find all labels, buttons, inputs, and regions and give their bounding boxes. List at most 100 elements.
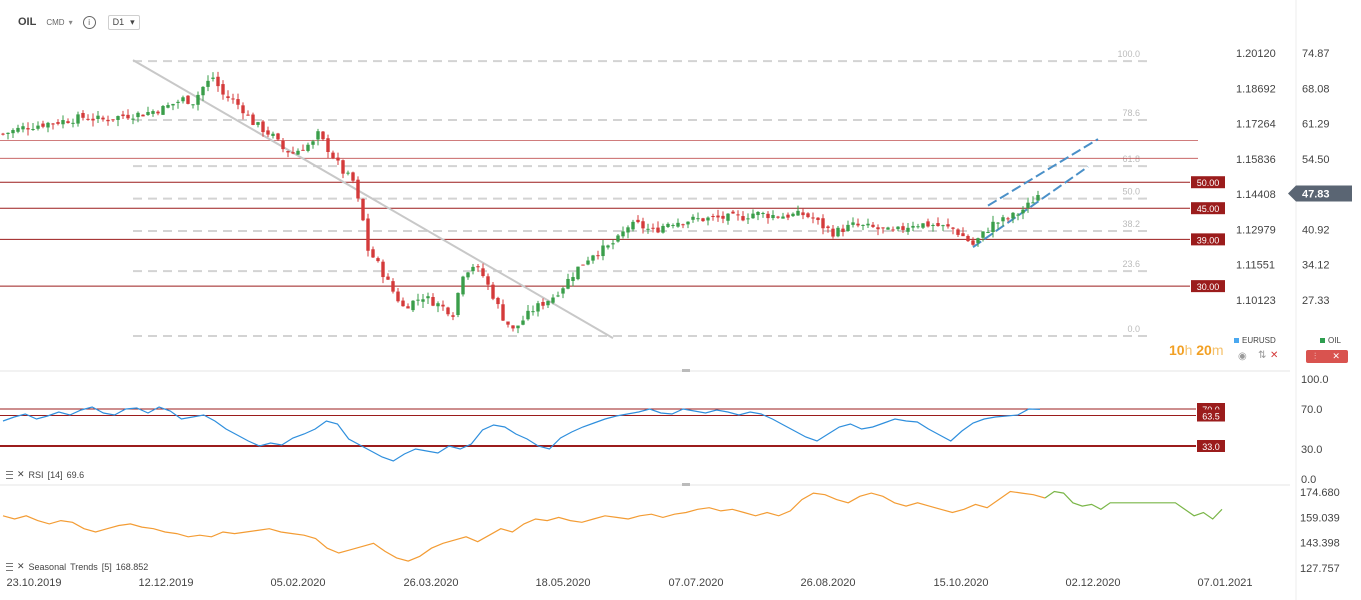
candle-body [661,225,665,233]
rsi-axis-tick: 70.0 [1301,404,1322,416]
candle-body [466,272,470,278]
candle-body [676,222,680,227]
candle-body [51,123,55,125]
symbol-label[interactable]: OIL [18,16,37,28]
candle-body [126,114,130,119]
candle-body [886,227,890,230]
x-axis-tick: 26.03.2020 [403,577,458,589]
candle-body [176,101,180,103]
candle-countdown: 10h 20m [1169,342,1224,358]
candle-body [526,310,530,320]
candle-body [551,297,555,303]
legend-oil[interactable]: OIL [1320,336,1341,345]
close-icon[interactable]: ✕ [17,561,25,571]
candle-body [831,228,835,237]
menu-icon[interactable] [6,562,13,571]
candle-body [6,132,10,134]
candle-body [31,128,35,130]
candle-body [161,106,165,115]
candle-body [476,266,480,268]
downtrend-line [132,59,614,339]
candle-body [816,217,820,221]
oil-series-controls[interactable]: ⫶ ✕ [1306,350,1348,363]
candle-body [346,172,350,174]
chart-toolbar: OIL CMD ▾ i D1 ▾ [8,12,140,32]
fib-level-label: 100.0 [1117,49,1140,59]
oil-axis-tick: 54.50 [1302,154,1330,166]
rsi-name: RSI [28,469,44,480]
remove-eurusd-icon[interactable]: ✕ [1270,350,1279,361]
candle-body [206,80,210,87]
eye-icon[interactable]: ◉ [1238,351,1247,362]
pane-resize-handle [682,369,690,372]
legend-oil-label: OIL [1328,336,1341,345]
candle-body [761,213,765,215]
x-axis-tick: 18.05.2020 [535,577,590,589]
candle-body [106,119,110,122]
candle-body [11,130,15,134]
seasonal-name: Seasonal [28,561,67,572]
reorder-icon[interactable]: ⇅ [1258,350,1267,361]
candle-body [881,227,885,229]
candle-body [121,114,125,117]
candle-body [546,301,550,306]
legend-eurusd[interactable]: EURUSD [1234,336,1276,345]
candle-body [896,226,900,230]
candle-body [321,131,325,140]
fib-level-label: 0.0 [1127,324,1140,334]
candle-body [866,223,870,226]
candle-body [851,222,855,225]
rsi-indicator-label[interactable]: ✕ RSI [14] 69.6 [6,469,84,480]
candle-body [231,98,235,100]
candle-body [1026,202,1030,209]
candle-body [836,227,840,237]
x-axis-tick: 02.12.2020 [1065,577,1120,589]
seasonal-indicator-label[interactable]: ✕ Seasonal Trends [5] 168.852 [6,561,148,572]
candle-body [746,218,750,220]
candle-body [681,224,685,226]
remove-oil-icon[interactable]: ✕ [1332,351,1340,361]
candle-body [631,221,635,230]
candle-body [111,119,115,121]
price-level-tag [1191,233,1225,246]
seasonal-name-2: Trends [70,561,98,572]
candle-body [211,77,215,79]
rsi-level-tag [1197,440,1225,452]
eurusd-color-swatch [1234,338,1239,343]
candle-body [61,120,65,125]
candle-body [96,115,100,119]
candle-body [81,112,85,118]
candle-body [281,140,285,150]
candle-body [146,112,150,116]
candle-body [936,223,940,227]
close-icon[interactable]: ✕ [17,469,25,479]
candle-body [1,133,5,135]
candle-body [821,218,825,229]
candle-body [366,218,370,251]
timeframe-select[interactable]: D1 ▾ [107,14,140,30]
timer-hours: 10 [1169,342,1185,358]
candle-body [241,105,245,114]
candle-body [861,224,865,226]
price-level-label: 39.00 [1197,235,1220,245]
candle-body [806,213,810,218]
menu-icon[interactable] [6,470,13,479]
candle-body [741,216,745,221]
market-dropdown-icon[interactable]: ▾ [68,17,73,27]
rsi-line [2,406,1041,462]
price-level-tag [1191,280,1225,293]
candle-body [646,228,650,230]
oil-axis-tick: 34.12 [1302,260,1330,272]
candle-body [606,245,610,248]
info-icon[interactable]: i [82,15,96,29]
candle-type-icon[interactable]: ⫶ [1314,351,1317,361]
oil-axis-tick: 27.33 [1302,295,1330,307]
candle-body [1016,214,1020,216]
candle-body [891,229,895,231]
candle-body [291,152,295,154]
candle-body [446,307,450,315]
candle-body [976,238,980,243]
candle-body [361,198,365,221]
candle-body [371,249,375,258]
